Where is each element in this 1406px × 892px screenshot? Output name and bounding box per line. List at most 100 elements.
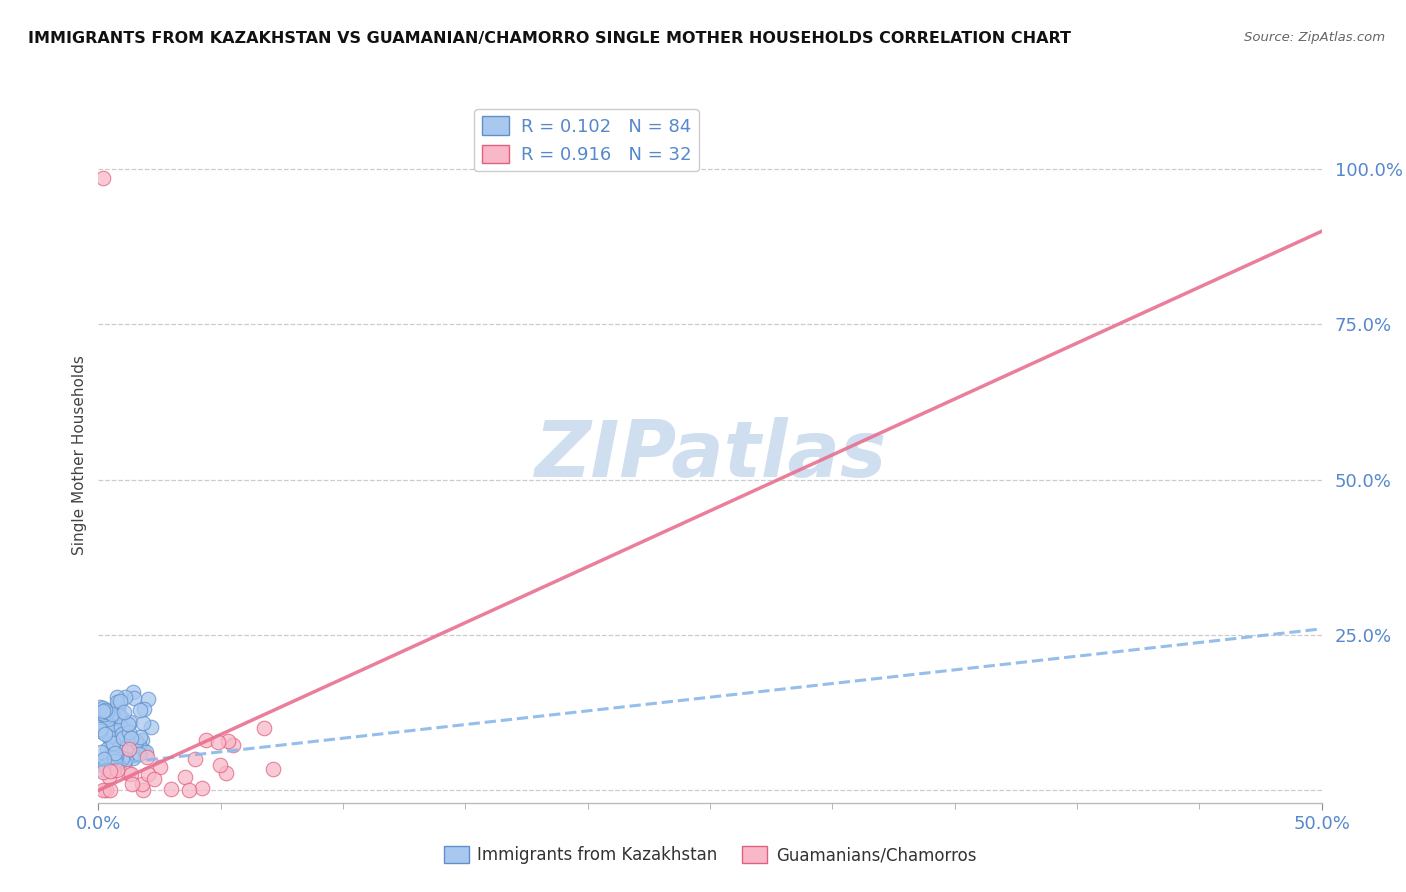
Point bbox=[90, 755, 112, 769]
Point bbox=[132, 702, 155, 716]
Point bbox=[94, 703, 117, 717]
Point bbox=[96, 750, 118, 764]
Point bbox=[98, 750, 121, 764]
Point bbox=[96, 742, 118, 756]
Point bbox=[115, 752, 138, 766]
Point bbox=[91, 783, 114, 797]
Legend: Immigrants from Kazakhstan, Guamanians/Chamorros: Immigrants from Kazakhstan, Guamanians/C… bbox=[437, 839, 983, 871]
Point bbox=[89, 706, 111, 721]
Point bbox=[101, 706, 124, 721]
Point bbox=[160, 782, 183, 797]
Point bbox=[121, 777, 143, 791]
Point bbox=[105, 698, 128, 713]
Point bbox=[101, 758, 124, 772]
Point bbox=[101, 705, 124, 719]
Point bbox=[103, 702, 125, 716]
Point bbox=[149, 760, 172, 774]
Point bbox=[207, 735, 229, 749]
Point bbox=[108, 709, 131, 723]
Point bbox=[110, 717, 132, 731]
Point bbox=[111, 731, 134, 745]
Point bbox=[122, 685, 145, 699]
Point bbox=[111, 711, 134, 725]
Point bbox=[97, 712, 120, 726]
Point bbox=[143, 772, 166, 786]
Point bbox=[117, 717, 139, 731]
Point bbox=[129, 730, 152, 744]
Point bbox=[208, 758, 231, 772]
Point bbox=[217, 734, 239, 748]
Point bbox=[195, 733, 218, 747]
Point bbox=[122, 691, 145, 706]
Point bbox=[105, 690, 128, 704]
Point bbox=[120, 731, 142, 745]
Point bbox=[94, 759, 117, 773]
Point bbox=[91, 171, 114, 186]
Point bbox=[101, 747, 124, 762]
Point bbox=[94, 726, 117, 740]
Point bbox=[115, 746, 138, 760]
Point bbox=[132, 743, 155, 757]
Point bbox=[215, 765, 238, 780]
Point bbox=[100, 735, 122, 749]
Point bbox=[101, 723, 124, 738]
Point bbox=[262, 762, 284, 776]
Point bbox=[91, 701, 114, 715]
Point bbox=[184, 751, 207, 765]
Point bbox=[173, 770, 195, 784]
Point bbox=[139, 720, 162, 734]
Point bbox=[135, 745, 157, 759]
Point bbox=[136, 692, 159, 706]
Point bbox=[104, 754, 127, 768]
Point bbox=[104, 746, 127, 760]
Point bbox=[112, 726, 135, 740]
Point bbox=[89, 699, 111, 714]
Point bbox=[131, 777, 153, 791]
Point bbox=[112, 755, 135, 769]
Text: Source: ZipAtlas.com: Source: ZipAtlas.com bbox=[1244, 31, 1385, 45]
Point bbox=[118, 742, 141, 756]
Point bbox=[177, 783, 200, 797]
Point bbox=[90, 745, 112, 759]
Point bbox=[222, 738, 245, 752]
Point bbox=[105, 694, 128, 708]
Point bbox=[136, 749, 159, 764]
Text: ZIPatlas: ZIPatlas bbox=[534, 417, 886, 493]
Point bbox=[111, 751, 134, 765]
Point bbox=[120, 767, 142, 781]
Point bbox=[93, 751, 115, 765]
Point bbox=[91, 704, 114, 718]
Point bbox=[115, 725, 138, 739]
Point bbox=[132, 716, 155, 731]
Point bbox=[122, 751, 145, 765]
Point bbox=[103, 750, 125, 764]
Point bbox=[124, 734, 146, 748]
Point bbox=[91, 765, 114, 780]
Point bbox=[112, 705, 135, 719]
Point bbox=[103, 736, 125, 750]
Point bbox=[110, 720, 132, 734]
Point bbox=[132, 783, 155, 797]
Point bbox=[114, 717, 136, 731]
Point bbox=[114, 690, 136, 705]
Point bbox=[97, 729, 120, 743]
Point bbox=[107, 701, 129, 715]
Point bbox=[96, 705, 118, 719]
Point bbox=[108, 694, 131, 708]
Point bbox=[118, 724, 141, 739]
Point bbox=[104, 755, 127, 769]
Y-axis label: Single Mother Households: Single Mother Households bbox=[72, 355, 87, 555]
Point bbox=[98, 770, 121, 784]
Point bbox=[117, 765, 139, 780]
Point bbox=[96, 721, 118, 735]
Point bbox=[103, 717, 125, 731]
Point bbox=[105, 748, 128, 763]
Point bbox=[103, 764, 125, 778]
Point bbox=[108, 740, 131, 755]
Point bbox=[253, 722, 276, 736]
Point bbox=[128, 738, 150, 752]
Point bbox=[191, 780, 214, 795]
Point bbox=[101, 740, 124, 755]
Point bbox=[93, 707, 115, 722]
Point bbox=[111, 727, 134, 741]
